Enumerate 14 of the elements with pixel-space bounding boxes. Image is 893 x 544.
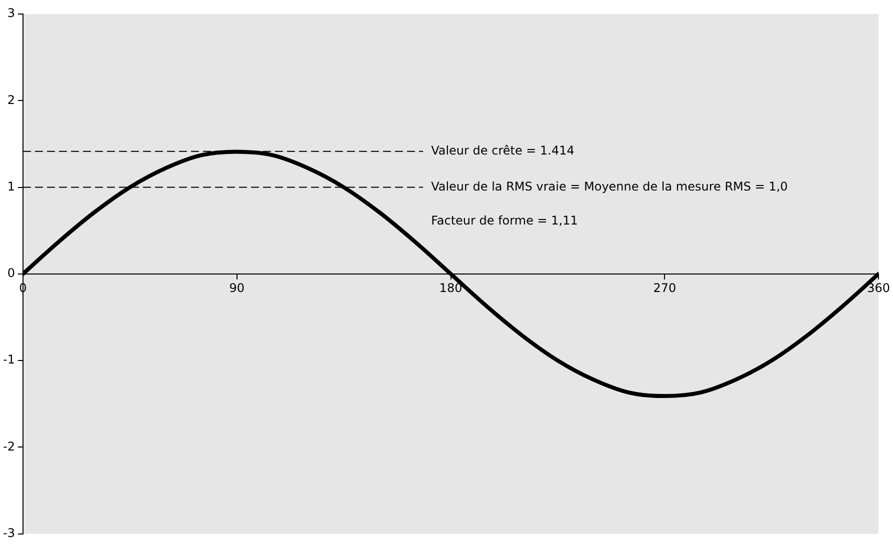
y-tick-label: -2	[2, 439, 15, 454]
y-tick-label: 2	[7, 92, 15, 107]
y-tick-label: 0	[7, 266, 15, 280]
y-tick-label: 3	[7, 6, 15, 20]
y-tick-label: -1	[2, 352, 15, 367]
annotation: Facteur de forme = 1,11	[431, 213, 578, 228]
x-tick-label: 360	[867, 281, 890, 296]
x-tick-label: 270	[653, 281, 676, 296]
x-tick-label: 180	[439, 281, 462, 296]
y-tick-label: -3	[2, 526, 15, 540]
y-tick-label: 1	[7, 179, 15, 194]
x-tick-label: 90	[229, 281, 244, 296]
ref-line-label: Valeur de crête = 1.414	[431, 144, 574, 158]
ref-line-label: Valeur de la RMS vraie = Moyenne de la mesure RMS = 1,0	[431, 179, 788, 194]
